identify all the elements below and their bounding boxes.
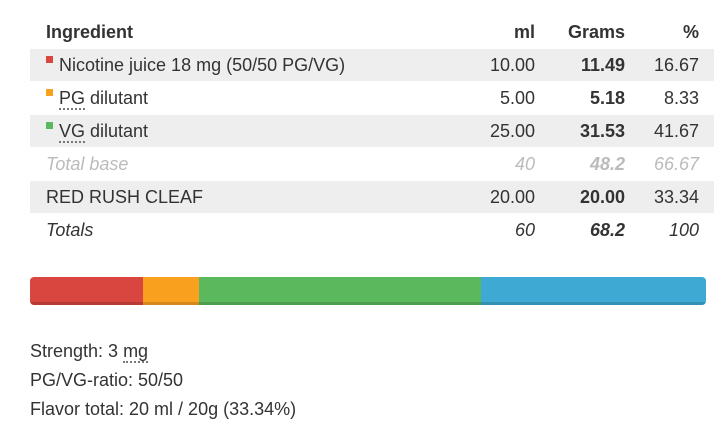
table-cell: 31.53 [580,115,625,147]
table-cell: 100 [669,214,699,246]
cell-value: 33.34 [653,187,699,207]
cell-value: 40 [514,154,535,174]
cell-value: 20.00 [489,187,535,207]
table-cell: 5.00 [500,82,535,114]
table-cell: 5.18 [590,82,625,114]
cell-value: 48.2 [589,154,625,174]
table-cell: 41.67 [654,115,699,147]
table-cell: 25.00 [490,115,535,147]
header-cell: Ingredient [46,22,134,42]
table-cell: 66.67 [654,148,699,180]
cell-value: 68.2 [589,220,625,240]
cell-value: 100 [668,220,699,240]
table-cell: Totals [46,214,93,246]
table-cell: 11.49 [581,49,625,81]
ratio-bar [30,277,706,305]
table-cell: 33.34 [654,181,699,213]
table-row: PG dilutant 5.00 5.18 8.33 [30,82,714,114]
ingredient-name: Total base [46,154,129,174]
table-cell: VG dilutant [46,115,148,147]
table-cell: 68.2 [590,214,625,246]
bar-segment [480,277,706,305]
cell-value: 5.00 [499,88,535,108]
color-marker [46,56,53,63]
ingredient-name: PG dilutant [59,88,149,110]
cell-value: 20.00 [579,187,625,207]
cell-value: 31.53 [579,121,625,141]
ingredient-name: Totals [46,220,94,240]
ingredient-name: RED RUSH CLEAF [46,187,204,207]
cell-value: 16.67 [653,55,699,75]
table-cell: 60 [515,214,535,246]
color-marker [46,89,53,96]
ingredient-name: VG dilutant [59,121,149,143]
ingredient-name: Nicotine juice 18 mg (50/50 PG/VG) [59,55,346,75]
table-row: Total base 40 48.2 66.67 [30,148,714,180]
bar-segment [198,277,481,305]
cell-value: 5.18 [589,88,625,108]
table-cell: PG dilutant [46,82,148,114]
table-cell: 20.00 [580,181,625,213]
table-cell: RED RUSH CLEAF [46,181,203,213]
table-cell: 16.67 [654,49,699,81]
table-cell: 48.2 [590,148,625,180]
summary-line: PG/VG-ratio: 50/50 [30,370,184,390]
header-row: Ingredient ml Grams% [30,16,714,48]
table-row: VG dilutant 25.00 31.53 41.67 [30,115,714,147]
bar-segment [142,277,199,305]
table-row: Nicotine juice 18 mg (50/50 PG/VG) 10.00 1… [30,49,714,81]
cell-value: 11.49 [580,55,625,75]
table-row: Totals 60 68.2 100 [30,214,714,246]
header-cell: Grams [567,22,625,42]
table-cell: Nicotine juice 18 mg (50/50 PG/VG) [46,49,345,81]
cell-value: 66.67 [653,154,699,174]
header-cell: ml [513,22,535,42]
table-cell: 40 [515,148,535,180]
cell-value: 60 [514,220,535,240]
bar-segment [30,277,143,305]
cell-value: 25.00 [489,121,535,141]
table-row: RED RUSH CLEAF 20.00 20.00 33.34 [30,181,714,213]
table-cell: 20.00 [490,181,535,213]
header-cell: % [682,22,699,42]
cell-value: 41.67 [653,121,699,141]
color-marker [46,122,53,129]
table-cell: 10.00 [490,49,535,81]
cell-value: 8.33 [663,88,699,108]
table-cell: Total base [46,148,128,180]
cell-value: 10.00 [489,55,535,75]
summary-line: Strength: 3 mg [30,341,149,363]
table-cell: 8.33 [664,82,699,114]
summary-line: Flavor total: 20 ml / 20g (33.34%) [30,399,297,419]
